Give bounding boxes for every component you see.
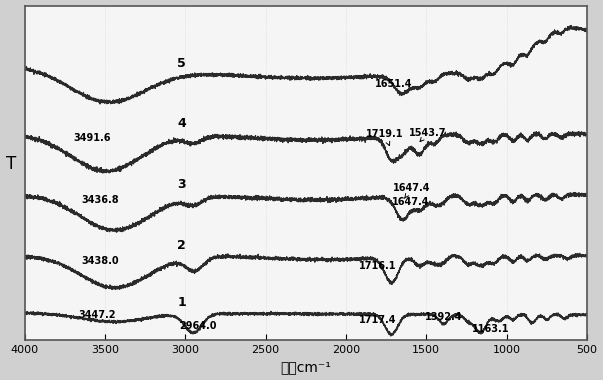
Text: 4: 4 (177, 117, 186, 130)
Text: 1651.4: 1651.4 (376, 79, 413, 89)
Text: 1543.7: 1543.7 (409, 128, 447, 142)
Text: 1716.1: 1716.1 (359, 261, 397, 271)
Text: 1163.1: 1163.1 (472, 324, 510, 334)
X-axis label: 波数cm⁻¹: 波数cm⁻¹ (280, 361, 331, 374)
Text: 3: 3 (177, 178, 186, 191)
Text: 1392.4: 1392.4 (425, 312, 463, 322)
Text: 1719.1: 1719.1 (366, 129, 403, 146)
Y-axis label: T: T (5, 155, 16, 173)
Text: 1647.4: 1647.4 (391, 197, 429, 207)
Text: 5: 5 (177, 57, 186, 70)
Text: 3447.2: 3447.2 (78, 310, 116, 320)
Text: 1647.4: 1647.4 (393, 184, 431, 198)
Text: 1717.4: 1717.4 (359, 315, 397, 325)
Text: 2964.0: 2964.0 (179, 321, 217, 331)
Text: 3438.0: 3438.0 (81, 256, 119, 266)
Text: 2: 2 (177, 239, 186, 252)
Text: 3436.8: 3436.8 (81, 195, 119, 205)
Text: 1: 1 (177, 296, 186, 309)
Text: 3491.6: 3491.6 (74, 133, 111, 143)
